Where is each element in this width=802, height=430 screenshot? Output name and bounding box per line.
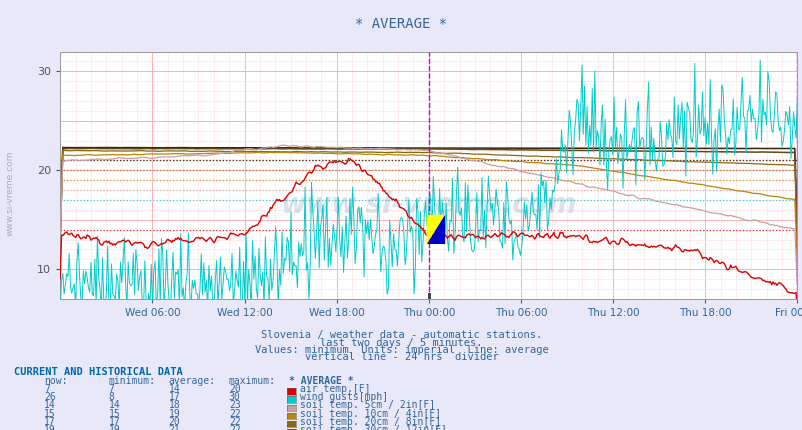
Text: maximum:: maximum: — [229, 376, 276, 386]
Text: soil temp. 5cm / 2in[F]: soil temp. 5cm / 2in[F] — [300, 400, 435, 411]
Text: 17: 17 — [108, 417, 120, 427]
Text: air temp.[F]: air temp.[F] — [300, 384, 371, 394]
Text: 7: 7 — [108, 384, 114, 394]
Text: 22: 22 — [229, 408, 241, 419]
Text: now:: now: — [44, 376, 67, 386]
Text: average:: average: — [168, 376, 216, 386]
Text: 18: 18 — [168, 400, 180, 411]
Text: 14: 14 — [108, 400, 120, 411]
Text: 26: 26 — [44, 392, 56, 402]
Text: minimum:: minimum: — [108, 376, 156, 386]
Bar — [427, 293, 430, 299]
Text: Slovenia / weather data - automatic stations.: Slovenia / weather data - automatic stat… — [261, 330, 541, 341]
Text: 15: 15 — [44, 408, 56, 419]
Text: 7: 7 — [44, 384, 50, 394]
Text: soil temp. 20cm / 8in[F]: soil temp. 20cm / 8in[F] — [300, 417, 441, 427]
Polygon shape — [426, 215, 444, 244]
Text: soil temp. 30cm / 12in[F]: soil temp. 30cm / 12in[F] — [300, 425, 447, 430]
Text: 19: 19 — [108, 425, 120, 430]
Text: 8: 8 — [108, 392, 114, 402]
Text: 22: 22 — [229, 425, 241, 430]
Text: 20: 20 — [229, 384, 241, 394]
Text: soil temp. 10cm / 4in[F]: soil temp. 10cm / 4in[F] — [300, 408, 441, 419]
Text: www.si-vreme.com: www.si-vreme.com — [280, 191, 577, 219]
Text: * AVERAGE *: * AVERAGE * — [289, 376, 353, 386]
Text: 19: 19 — [44, 425, 56, 430]
Text: 21: 21 — [168, 425, 180, 430]
Text: 14: 14 — [44, 400, 56, 411]
Text: vertical line - 24 hrs  divider: vertical line - 24 hrs divider — [304, 352, 498, 362]
Text: Values: minimum  Units: imperial  Line: average: Values: minimum Units: imperial Line: av… — [254, 345, 548, 355]
Text: 15: 15 — [108, 408, 120, 419]
Text: 17: 17 — [168, 392, 180, 402]
Text: 19: 19 — [168, 408, 180, 419]
Text: www.si-vreme.com: www.si-vreme.com — [5, 151, 14, 236]
Text: 22: 22 — [229, 417, 241, 427]
Text: 14: 14 — [168, 384, 180, 394]
Text: last two days / 5 minutes.: last two days / 5 minutes. — [320, 338, 482, 348]
Text: 17: 17 — [44, 417, 56, 427]
Text: 20: 20 — [168, 417, 180, 427]
Text: CURRENT AND HISTORICAL DATA: CURRENT AND HISTORICAL DATA — [14, 367, 183, 377]
Text: 30: 30 — [229, 392, 241, 402]
Text: * AVERAGE *: * AVERAGE * — [355, 17, 447, 31]
Polygon shape — [426, 215, 444, 244]
Text: 23: 23 — [229, 400, 241, 411]
Text: wind gusts[mph]: wind gusts[mph] — [300, 392, 388, 402]
